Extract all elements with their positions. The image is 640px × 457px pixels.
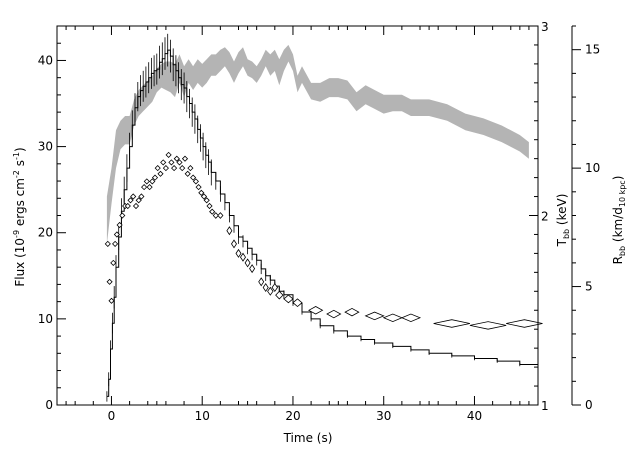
temperature-point bbox=[364, 311, 385, 321]
y3-tick-label: 0 bbox=[585, 398, 593, 412]
temperature-point bbox=[206, 202, 213, 210]
temperature-point bbox=[110, 259, 117, 266]
y2-tick-label: 3 bbox=[541, 20, 549, 34]
y3-tick-label: 15 bbox=[585, 43, 600, 57]
temperature-point bbox=[307, 306, 324, 315]
radius-band-layer bbox=[106, 44, 529, 244]
temperature-point bbox=[267, 286, 274, 296]
temperature-point bbox=[149, 178, 156, 185]
temperature-point bbox=[292, 298, 303, 308]
y3-tick-label: 10 bbox=[585, 161, 600, 175]
temperature-point bbox=[506, 319, 543, 328]
temperature-point bbox=[138, 193, 145, 200]
temperature-point bbox=[209, 208, 216, 215]
flux-step-layer bbox=[106, 33, 539, 402]
temperature-point bbox=[108, 297, 115, 304]
temperature-point bbox=[151, 174, 159, 181]
x-tick-label: 40 bbox=[467, 409, 482, 423]
temperature-point bbox=[433, 319, 470, 328]
temperature-point bbox=[203, 197, 210, 204]
y-tick-label: 40 bbox=[38, 53, 53, 67]
x-tick-label: 0 bbox=[108, 409, 116, 423]
temperature-point bbox=[184, 170, 191, 177]
flux-step-line bbox=[106, 49, 539, 397]
temperature-point bbox=[187, 165, 194, 172]
x-axis-label: Time (s) bbox=[283, 431, 333, 445]
x-tick-label: 10 bbox=[195, 409, 210, 423]
y2-tick-label: 1 bbox=[541, 399, 549, 413]
y-tick-label: 20 bbox=[38, 226, 53, 240]
temperature-point bbox=[113, 231, 120, 238]
temperature-point bbox=[124, 202, 131, 210]
temperature-point bbox=[173, 155, 180, 162]
temperature-point bbox=[162, 165, 169, 172]
temperature-point bbox=[244, 258, 251, 268]
temperature-point bbox=[344, 307, 360, 317]
temperature-point bbox=[258, 277, 265, 287]
temperature-point bbox=[119, 212, 126, 219]
x-tick-label: 20 bbox=[285, 409, 300, 423]
temperature-point bbox=[192, 178, 199, 185]
temperature-point bbox=[200, 193, 208, 200]
temperature-point bbox=[235, 248, 242, 258]
y-axis-label: Flux (10-9 ergs cm-2 s-1) bbox=[12, 147, 27, 286]
temperature-point bbox=[176, 159, 183, 166]
temperature-point bbox=[382, 313, 403, 323]
temperature-point bbox=[135, 197, 142, 204]
temperature-point bbox=[469, 321, 507, 330]
temperature-point bbox=[190, 174, 197, 181]
temperature-point bbox=[181, 155, 189, 162]
temperature-point bbox=[165, 151, 172, 158]
temperature-point bbox=[179, 165, 186, 172]
temperature-point bbox=[143, 178, 150, 185]
temperature-point bbox=[157, 170, 164, 177]
temperature-point bbox=[116, 221, 123, 229]
temperature-point bbox=[106, 278, 113, 285]
temperature-point bbox=[168, 159, 175, 166]
temperature-point bbox=[154, 165, 161, 172]
temperature-point bbox=[104, 240, 111, 247]
temperature-point bbox=[262, 282, 269, 293]
y2-tick-label: 2 bbox=[541, 210, 549, 224]
temperature-point bbox=[271, 283, 278, 292]
temperature-point bbox=[146, 184, 153, 191]
temperature-point bbox=[171, 165, 178, 172]
temperature-point bbox=[275, 290, 284, 300]
temperature-point bbox=[217, 212, 224, 219]
temperature-point bbox=[240, 252, 246, 262]
temperature-point bbox=[130, 193, 137, 200]
temperature-point bbox=[249, 264, 256, 274]
temperature-point bbox=[195, 184, 202, 191]
temperature-diamond-layer bbox=[104, 151, 543, 330]
y-tick-label: 0 bbox=[45, 398, 53, 412]
y2-axis-label: Tbb (keV) bbox=[555, 194, 571, 248]
temperature-point bbox=[400, 313, 422, 323]
temperature-point bbox=[326, 309, 342, 319]
temperature-point bbox=[231, 239, 237, 249]
temperature-point bbox=[132, 202, 140, 210]
temperature-point bbox=[226, 226, 233, 236]
radius-band bbox=[106, 44, 529, 244]
temperature-point bbox=[198, 189, 205, 196]
temperature-point bbox=[112, 240, 119, 247]
y-tick-label: 10 bbox=[38, 312, 53, 326]
x-tick-label: 30 bbox=[376, 409, 391, 423]
temperature-point bbox=[160, 159, 167, 166]
temperature-point bbox=[127, 197, 134, 204]
y3-axis-label: Rbb (km/d10 kpc) bbox=[611, 176, 627, 265]
y-tick-label: 30 bbox=[38, 140, 53, 154]
temperature-point bbox=[141, 184, 148, 191]
y3-tick-label: 5 bbox=[585, 280, 593, 294]
temperature-point bbox=[283, 294, 294, 304]
